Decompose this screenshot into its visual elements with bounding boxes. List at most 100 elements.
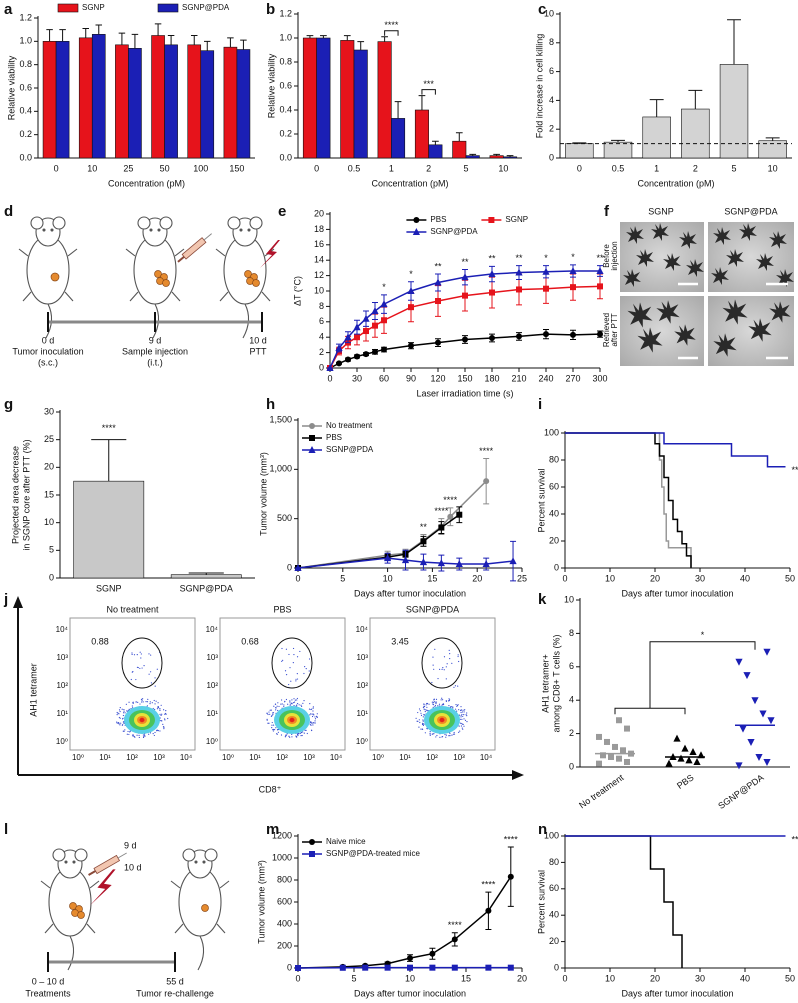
- event-dot: [273, 705, 275, 707]
- event-dot: [137, 701, 139, 703]
- event-dot: [433, 733, 435, 735]
- panel-letter: k: [538, 591, 547, 608]
- x-tick-label: 270: [565, 373, 580, 383]
- marker: [354, 353, 360, 360]
- x-tick-label: 20: [650, 973, 660, 983]
- event-dot: [458, 731, 460, 733]
- y-tick-label: 10⁰: [356, 737, 368, 746]
- y-tick-label: 2: [569, 728, 574, 738]
- event-dot: [434, 648, 436, 650]
- event-dot: [308, 670, 310, 672]
- marker: [507, 964, 514, 971]
- event-dot: [421, 728, 424, 730]
- y-tick-label: 10: [564, 594, 574, 604]
- y-tick-label: 10⁴: [356, 625, 369, 634]
- event-dot: [123, 722, 125, 724]
- axis-line: [564, 834, 790, 969]
- event-dot: [139, 667, 141, 670]
- error-bar: [381, 36, 388, 42]
- x-tick-label: 5: [463, 163, 468, 173]
- event-dot: [123, 710, 125, 712]
- event-dot: [266, 712, 268, 714]
- event-dot: [287, 703, 289, 705]
- marker: [597, 331, 603, 338]
- row-label: injection: [610, 241, 619, 270]
- event-dot: [271, 727, 273, 729]
- event-dot: [299, 650, 301, 653]
- event-dot: [316, 713, 318, 715]
- event-dot: [450, 706, 453, 708]
- event-dot: [289, 667, 291, 669]
- event-dot: [152, 733, 154, 735]
- error-bar: [204, 40, 211, 51]
- event-dot: [466, 721, 468, 723]
- axis-line: [297, 12, 522, 159]
- event-dot: [118, 713, 120, 715]
- bar: [377, 41, 392, 159]
- event-dot: [165, 710, 167, 712]
- y-tick-label: 20: [549, 936, 559, 946]
- y-tick-label: 10⁰: [206, 737, 218, 746]
- legend-marker: [309, 839, 315, 845]
- event-dot: [124, 729, 126, 731]
- event-dot: [149, 702, 151, 705]
- event-dot: [415, 717, 417, 719]
- annotation: *: [382, 282, 386, 292]
- event-dot: [289, 701, 291, 703]
- event-dot: [293, 653, 295, 656]
- y-tick-label: 0.0: [279, 152, 292, 162]
- bar: [302, 37, 317, 159]
- event-dot: [274, 703, 277, 705]
- marker: [354, 334, 360, 341]
- annotation: *: [701, 630, 705, 640]
- event-dot: [449, 706, 452, 708]
- y-tick-label: 8: [549, 37, 554, 47]
- axis-line: [579, 598, 790, 768]
- event-dot: [271, 724, 273, 726]
- marker: [461, 273, 469, 281]
- event-dot: [432, 706, 434, 708]
- event-dot: [149, 701, 151, 703]
- event-dot: [277, 709, 279, 712]
- event-dot: [466, 712, 468, 714]
- event-dot: [300, 735, 302, 737]
- marker: [462, 292, 468, 299]
- marker: [407, 964, 413, 971]
- event-dot: [437, 705, 439, 707]
- panel-letter: l: [4, 821, 8, 838]
- event-dot: [304, 729, 306, 731]
- y-tick-label: 14: [314, 255, 324, 265]
- event-dot: [439, 668, 441, 670]
- panel-letter: i: [538, 396, 542, 413]
- event-dot: [311, 729, 313, 732]
- event-dot: [308, 658, 311, 660]
- event-dot: [418, 708, 421, 710]
- event-dot: [126, 710, 128, 712]
- event-dot: [465, 714, 467, 716]
- error-bar: [469, 153, 477, 156]
- event-dot: [463, 709, 465, 711]
- event-dot: [446, 663, 448, 665]
- y-axis-label: Tumor volume (mm³): [256, 860, 266, 944]
- error-bar: [432, 140, 439, 145]
- y-axis-label: Fold increase in cell killing: [534, 34, 544, 139]
- event-dot: [463, 711, 465, 713]
- density-contour: [289, 717, 295, 723]
- bracket: [384, 30, 399, 36]
- y-tick-label: 0.6: [19, 82, 32, 92]
- event-dot: [451, 734, 453, 736]
- panel-letter: a: [4, 1, 13, 18]
- marker: [600, 752, 606, 759]
- marker: [384, 554, 392, 562]
- event-dot: [155, 700, 157, 702]
- y-axis-label: among CD8+ T cells (%): [551, 635, 561, 733]
- event-dot: [143, 665, 145, 667]
- x-tick-label: 5: [731, 163, 736, 173]
- plot-title: PBS: [273, 604, 291, 614]
- bar: [55, 41, 70, 159]
- column-header: SGNP@PDA: [724, 206, 777, 216]
- event-dot: [162, 723, 164, 725]
- event-dot: [119, 724, 121, 726]
- event-dot: [277, 731, 280, 733]
- y-tick-label: 20: [314, 208, 324, 218]
